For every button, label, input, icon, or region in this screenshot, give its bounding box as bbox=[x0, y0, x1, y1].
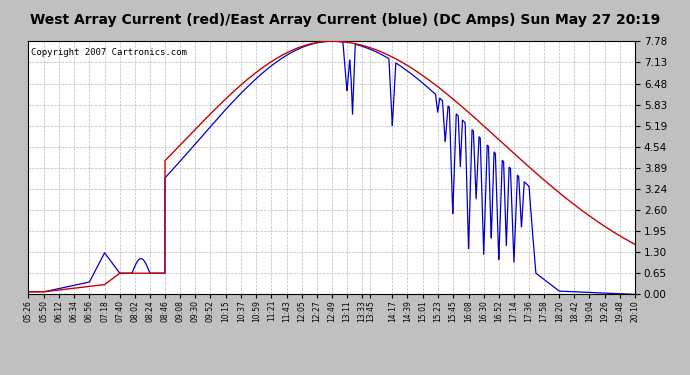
Text: West Array Current (red)/East Array Current (blue) (DC Amps) Sun May 27 20:19: West Array Current (red)/East Array Curr… bbox=[30, 13, 660, 27]
Text: Copyright 2007 Cartronics.com: Copyright 2007 Cartronics.com bbox=[30, 48, 186, 57]
